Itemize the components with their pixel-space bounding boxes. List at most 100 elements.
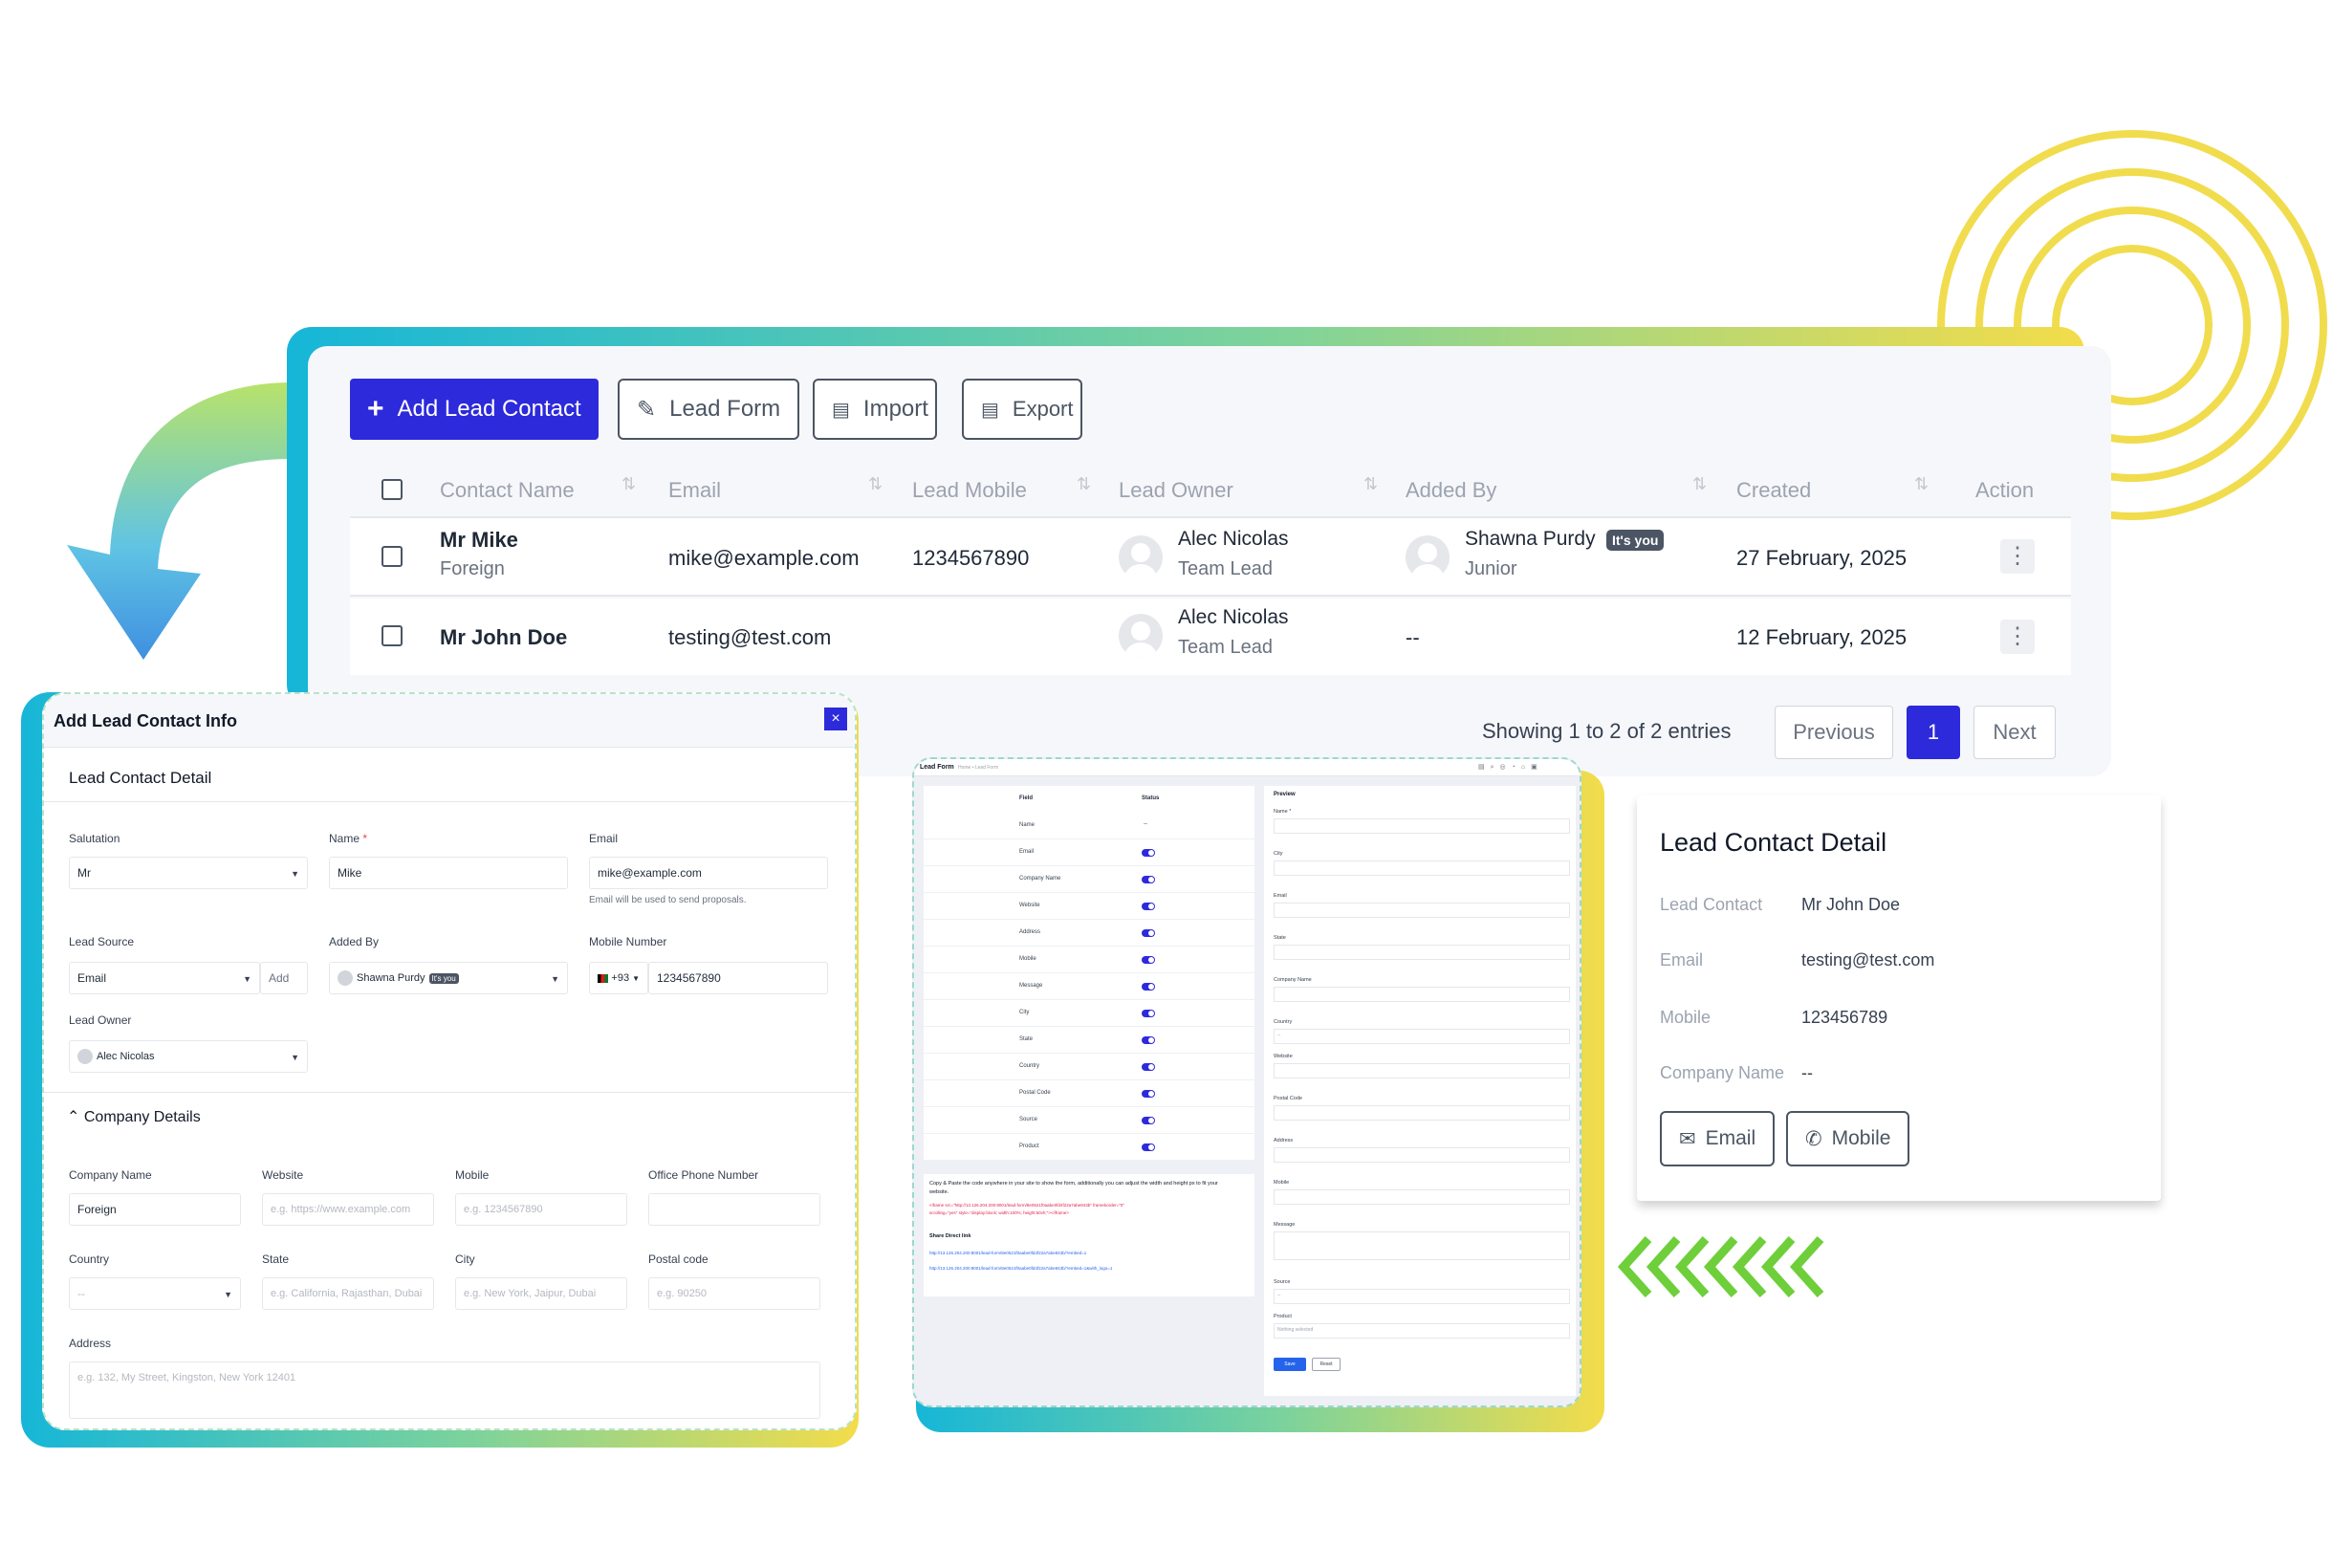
city-field[interactable]: e.g. New York, Jaipur, Dubai (455, 1277, 627, 1310)
next-page-button[interactable]: Next (1973, 706, 2056, 759)
embed-code-line[interactable]: <iframe src="http://13.126.204.200:8001/… (929, 1203, 1124, 1208)
field-row[interactable]: Company Name (924, 866, 1254, 893)
state-field[interactable]: e.g. California, Rajasthan, Dubai (262, 1277, 434, 1310)
field-row[interactable]: Email (924, 839, 1254, 866)
column-header-contact-name[interactable]: Contact Name (440, 478, 575, 502)
field-row[interactable]: State (924, 1027, 1254, 1054)
status-toggle[interactable] (1142, 1117, 1155, 1124)
preview-textarea[interactable] (1274, 1231, 1570, 1260)
column-header-created[interactable]: Created (1736, 478, 1812, 502)
reset-button[interactable]: Reset (1312, 1358, 1341, 1371)
sort-icon[interactable]: ⇅ (868, 474, 883, 493)
previous-page-button[interactable]: Previous (1775, 706, 1893, 759)
email-button[interactable]: ✉ Email (1660, 1111, 1776, 1166)
share-link[interactable]: http://13.126.204.200:8001/lead-form/8e0… (929, 1266, 1113, 1271)
row-checkbox[interactable] (382, 546, 403, 567)
embed-code-line[interactable]: scrolling="yes" style="display:block; wi… (929, 1210, 1069, 1215)
preview-label: Company Name (1274, 977, 1312, 983)
contact-name[interactable]: Mr Mike (440, 528, 518, 552)
company-name-field[interactable]: Foreign (69, 1193, 241, 1226)
preview-select[interactable]: Nothing selected (1274, 1323, 1570, 1339)
close-icon[interactable]: × (824, 708, 847, 730)
preview-select[interactable]: -- (1274, 1029, 1570, 1044)
detail-title: Lead Contact Detail (1660, 828, 1887, 857)
status-toggle[interactable] (1142, 1143, 1155, 1151)
field-row[interactable]: Message (924, 973, 1254, 1000)
preview-input[interactable] (1274, 903, 1570, 918)
status-toggle[interactable] (1142, 1090, 1155, 1098)
mobile-number-field[interactable]: 1234567890 (648, 962, 828, 994)
website-field[interactable]: e.g. https://www.example.com (262, 1193, 434, 1226)
export-button[interactable]: ▤ Export (962, 379, 1082, 440)
row-actions-menu-icon[interactable]: ⋮ (2000, 539, 2035, 574)
lead-form-topbar (914, 759, 1580, 776)
sort-icon[interactable]: ⇅ (621, 474, 637, 493)
sort-icon[interactable]: ⇅ (1363, 474, 1379, 493)
status-toggle[interactable] (1142, 1010, 1155, 1017)
preview-input[interactable] (1274, 1063, 1570, 1078)
name-field[interactable]: Mike (329, 857, 568, 889)
column-header-lead-mobile[interactable]: Lead Mobile (912, 478, 1027, 502)
country-select[interactable]: -- ▼ (69, 1277, 241, 1310)
save-button[interactable]: Save (1274, 1358, 1306, 1371)
column-header-email[interactable]: Email (668, 478, 722, 502)
row-checkbox[interactable] (382, 625, 403, 646)
field-row[interactable]: Postal Code (924, 1080, 1254, 1107)
salutation-select[interactable]: Mr ▼ (69, 857, 308, 889)
select-all-checkbox[interactable] (382, 479, 403, 500)
postal-code-field[interactable]: e.g. 90250 (648, 1277, 820, 1310)
field-row[interactable]: Address (924, 920, 1254, 947)
contact-name[interactable]: Mr John Doe (440, 625, 568, 649)
sort-icon[interactable]: ⇅ (1077, 474, 1092, 493)
company-details-toggle[interactable]: ⌃ Company Details (67, 1107, 201, 1126)
row-actions-menu-icon[interactable]: ⋮ (2000, 620, 2035, 654)
preview-input[interactable] (1274, 1147, 1570, 1163)
mobile-number-value: 1234567890 (657, 971, 721, 985)
status-toggle[interactable] (1142, 929, 1155, 937)
status-toggle[interactable] (1142, 956, 1155, 964)
preview-input[interactable] (1274, 1105, 1570, 1121)
preview-input[interactable] (1274, 860, 1570, 876)
add-lead-source-button[interactable]: Add (260, 962, 308, 994)
status-toggle[interactable] (1142, 849, 1155, 857)
status-toggle[interactable] (1142, 1036, 1155, 1044)
status-toggle[interactable] (1142, 983, 1155, 991)
email-field[interactable]: mike@example.com (589, 857, 828, 889)
status-toggle[interactable] (1142, 1063, 1155, 1071)
lead-form-button[interactable]: ✎ Lead Form (618, 379, 800, 440)
sort-icon[interactable]: ⇅ (1692, 474, 1708, 493)
status-toggle[interactable] (1142, 876, 1155, 883)
mobile-value: 123456789 (1801, 1008, 1888, 1027)
table-row[interactable] (350, 599, 2071, 675)
office-phone-field[interactable] (648, 1193, 820, 1226)
import-button[interactable]: ▤ Import (813, 379, 937, 440)
field-row[interactable]: Name -- (924, 813, 1254, 839)
preview-input[interactable] (1274, 818, 1570, 834)
preview-input[interactable] (1274, 1189, 1570, 1205)
country-code-select[interactable]: +93 ▼ (589, 962, 648, 994)
preview-input[interactable] (1274, 945, 1570, 960)
lead-source-select[interactable]: Email ▼ (69, 962, 260, 994)
mobile-button[interactable]: ✆ Mobile (1786, 1111, 1910, 1166)
field-row[interactable]: City (924, 1000, 1254, 1027)
field-row[interactable]: Source (924, 1107, 1254, 1134)
preview-input[interactable] (1274, 987, 1570, 1002)
table-row[interactable] (350, 518, 2071, 597)
added-by-select[interactable]: Shawna Purdy It's you ▼ (329, 962, 568, 994)
company-mobile-field[interactable]: e.g. 1234567890 (455, 1193, 627, 1226)
address-textarea[interactable]: e.g. 132, My Street, Kingston, New York … (69, 1361, 820, 1419)
share-link[interactable]: http://13.126.204.200:8001/lead-form/8e0… (929, 1251, 1087, 1255)
page-1-button[interactable]: 1 (1907, 706, 1960, 759)
toolbar-icons[interactable]: ▤⌕◎◔⌂▣ (1478, 764, 1543, 771)
preview-select[interactable]: -- (1274, 1289, 1570, 1304)
add-lead-contact-button[interactable]: + Add Lead Contact (350, 379, 599, 440)
field-row[interactable]: Product (924, 1134, 1254, 1161)
field-row[interactable]: Country (924, 1054, 1254, 1080)
column-header-added-by[interactable]: Added By (1406, 478, 1497, 502)
status-toggle[interactable] (1142, 903, 1155, 910)
sort-icon[interactable]: ⇅ (1914, 474, 1930, 493)
field-row[interactable]: Website (924, 893, 1254, 920)
field-row[interactable]: Mobile (924, 947, 1254, 973)
lead-owner-select[interactable]: Alec Nicolas ▼ (69, 1040, 308, 1073)
column-header-lead-owner[interactable]: Lead Owner (1119, 478, 1233, 502)
